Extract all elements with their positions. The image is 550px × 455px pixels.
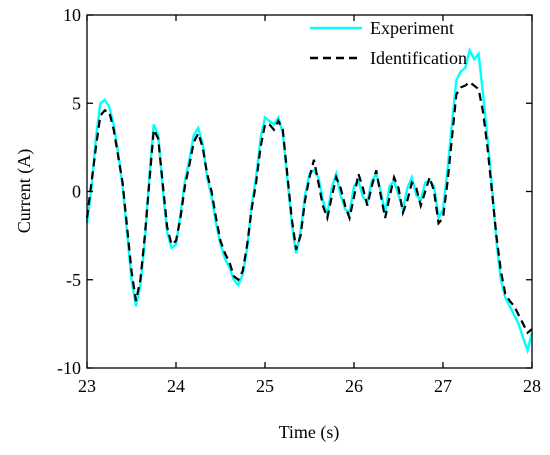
x-tick-label: 27	[434, 376, 452, 396]
x-tick-label: 26	[345, 376, 363, 396]
x-tick-label: 25	[256, 376, 274, 396]
y-axis-label: Current (A)	[14, 149, 35, 233]
x-tick-label: 28	[523, 376, 541, 396]
y-tick-label: 0	[72, 182, 81, 202]
x-tick-label: 23	[78, 376, 96, 396]
y-tick-label: 10	[63, 5, 81, 25]
y-tick-label: -5	[66, 270, 81, 290]
series-line	[85, 80, 533, 335]
x-tick-label: 24	[167, 376, 185, 396]
legend-label: Identification	[370, 48, 467, 68]
legend-label: Experiment	[370, 18, 454, 38]
y-tick-label: -10	[57, 358, 81, 378]
x-axis-label: Time (s)	[279, 422, 340, 443]
series-line	[85, 46, 534, 355]
y-tick-label: 5	[72, 93, 81, 113]
